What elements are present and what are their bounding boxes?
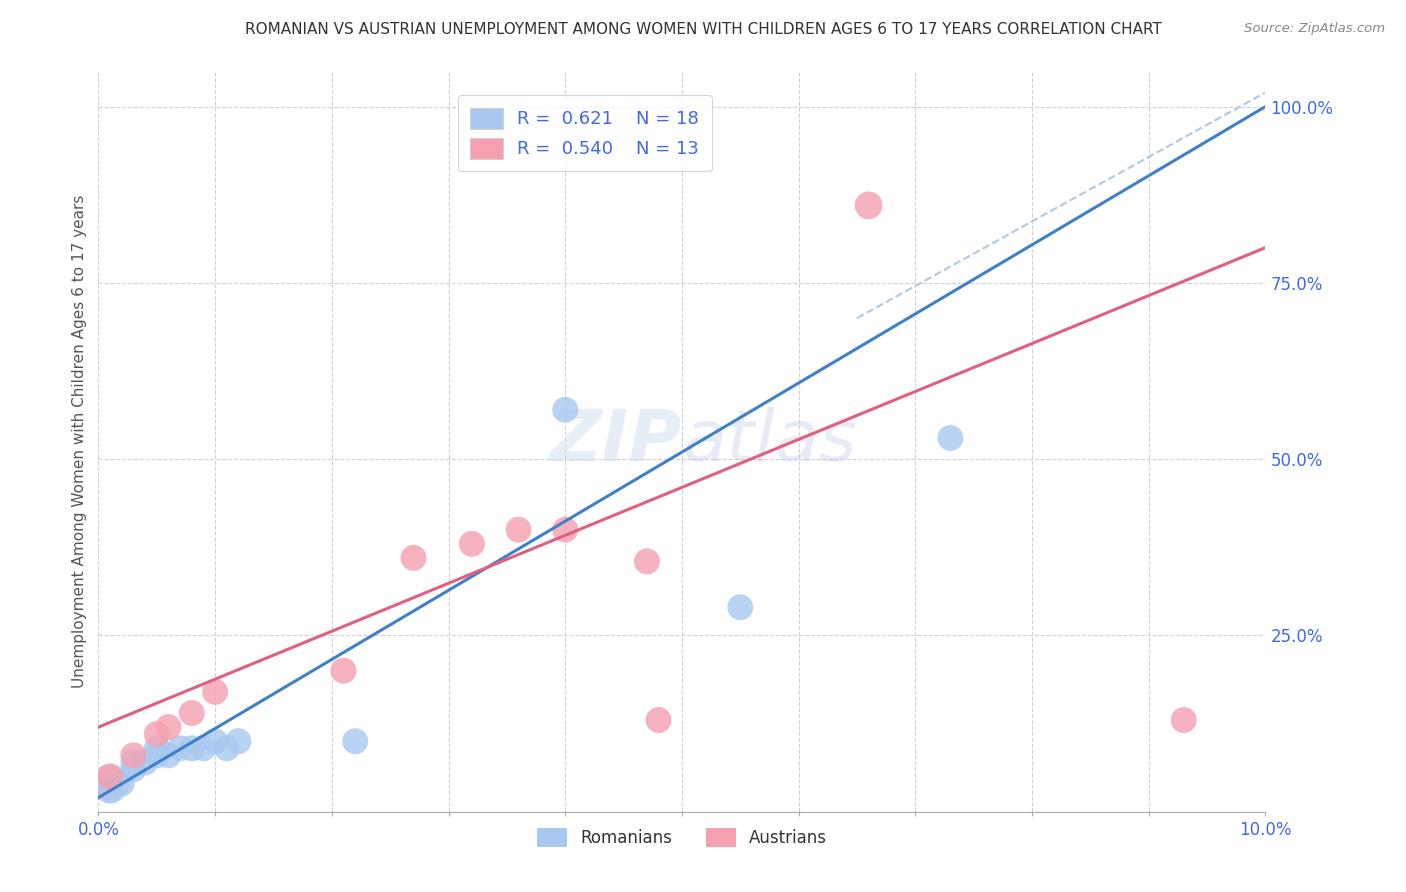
Point	[228, 734, 250, 748]
Point	[858, 198, 880, 212]
Point	[332, 664, 354, 678]
Point	[157, 720, 180, 734]
Point	[180, 706, 202, 720]
Point	[204, 734, 226, 748]
Text: ZIP: ZIP	[550, 407, 682, 476]
Point	[146, 748, 169, 763]
Text: ROMANIAN VS AUSTRIAN UNEMPLOYMENT AMONG WOMEN WITH CHILDREN AGES 6 TO 17 YEARS C: ROMANIAN VS AUSTRIAN UNEMPLOYMENT AMONG …	[245, 22, 1161, 37]
Point	[157, 748, 180, 763]
Point	[636, 554, 658, 568]
Point	[204, 685, 226, 699]
Point	[122, 748, 145, 763]
Y-axis label: Unemployment Among Women with Children Ages 6 to 17 years: Unemployment Among Women with Children A…	[72, 194, 87, 689]
Point	[647, 713, 669, 727]
Point	[939, 431, 962, 445]
Point	[1173, 713, 1195, 727]
Point	[169, 741, 191, 756]
Point	[344, 734, 367, 748]
Point	[122, 756, 145, 770]
Text: atlas: atlas	[682, 407, 856, 476]
Point	[98, 769, 121, 783]
Point	[554, 523, 576, 537]
Point	[461, 537, 484, 551]
Point	[730, 600, 752, 615]
Point	[215, 741, 238, 756]
Point	[402, 550, 425, 565]
Point	[554, 402, 576, 417]
Text: Source: ZipAtlas.com: Source: ZipAtlas.com	[1244, 22, 1385, 36]
Point	[98, 783, 121, 797]
Point	[146, 727, 169, 741]
Point	[98, 776, 121, 790]
Point	[111, 776, 134, 790]
Point	[98, 776, 121, 790]
Legend: Romanians, Austrians: Romanians, Austrians	[529, 819, 835, 855]
Point	[180, 741, 202, 756]
Point	[146, 741, 169, 756]
Point	[122, 763, 145, 777]
Point	[508, 523, 530, 537]
Point	[193, 741, 215, 756]
Point	[134, 756, 156, 770]
